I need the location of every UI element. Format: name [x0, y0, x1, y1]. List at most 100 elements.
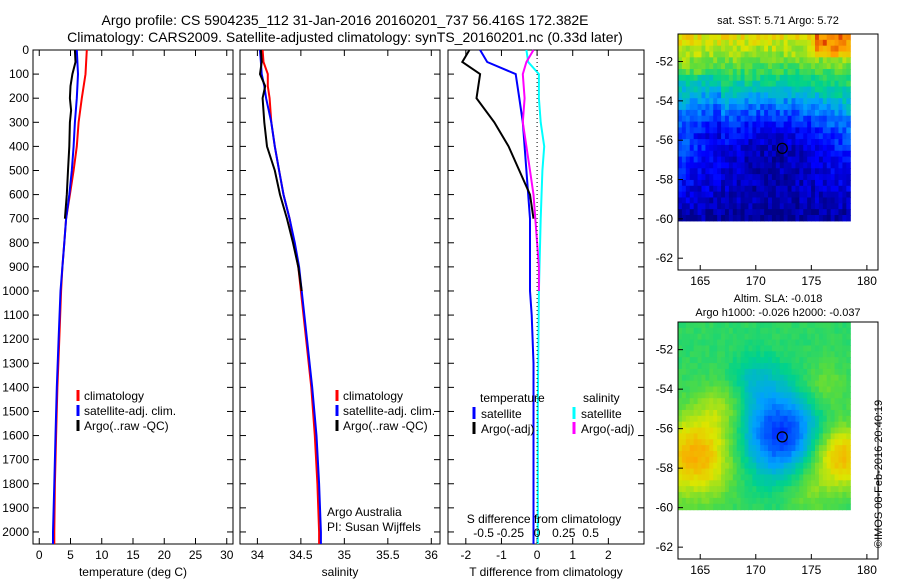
sst-heatmap-cell	[764, 139, 769, 146]
sst-heatmap-cell	[779, 191, 785, 199]
sla-heatmap-cell	[689, 427, 695, 434]
sst-heatmap-cell	[803, 156, 808, 164]
sst-heatmap-cell	[740, 179, 746, 187]
sla-heatmap-cell	[787, 363, 793, 370]
sla-lat-tick-label: -52	[656, 343, 674, 357]
sla-heatmap-cell	[791, 327, 797, 335]
sla-heatmap-cell	[744, 486, 750, 493]
sla-heatmap-cell	[842, 357, 847, 364]
sst-heatmap-cell	[846, 127, 851, 134]
sla-heatmap-cell	[756, 503, 761, 511]
sst-heatmap-cell	[834, 133, 840, 140]
sst-heatmap-cell	[842, 39, 847, 47]
sla-heatmap-cell	[748, 439, 753, 446]
sla-heatmap-cell	[732, 327, 738, 335]
sst-heatmap-cell	[764, 57, 769, 64]
sla-heatmap-cell	[689, 368, 695, 376]
sst-heatmap-cell	[846, 156, 851, 164]
sla-heatmap-cell	[689, 398, 695, 405]
sla-heatmap-cell	[721, 322, 726, 329]
sst-heatmap-cell	[752, 115, 757, 123]
sst-heatmap-cell	[709, 156, 714, 164]
sla-heatmap-cell	[756, 380, 761, 388]
sst-heatmap-cell	[842, 168, 847, 175]
sla-heatmap-cell	[721, 415, 726, 423]
sst-heatmap-cell	[818, 203, 824, 210]
sla-heatmap-cell	[842, 327, 847, 335]
sla-heatmap-cell	[697, 386, 703, 393]
sla-heatmap-cell	[775, 439, 781, 446]
sla-heatmap-cell	[752, 462, 757, 470]
sst-heatmap-cell	[724, 45, 730, 53]
sla-heatmap-cell	[764, 404, 769, 411]
sst-heatmap-cell	[826, 69, 832, 76]
sla-heatmap-cell	[693, 333, 699, 341]
sst-heatmap-cell	[728, 191, 734, 199]
sla-heatmap-cell	[760, 368, 765, 376]
sla-heatmap-cell	[822, 474, 828, 481]
sst-heatmap-cell	[783, 92, 789, 99]
sst-heatmap-cell	[814, 86, 820, 93]
sst-heatmap-cell	[814, 109, 820, 117]
sst-heatmap-cell	[717, 121, 722, 129]
sla-heatmap-cell	[732, 474, 738, 481]
sst-heatmap-cell	[818, 139, 824, 146]
sst-heatmap-cell	[709, 185, 714, 193]
sst-heatmap-cell	[744, 39, 750, 47]
sla-heatmap-cell	[689, 345, 695, 352]
sla-heatmap-cell	[803, 368, 808, 376]
sla-heatmap-cell	[689, 439, 695, 446]
sla-heatmap-cell	[685, 503, 691, 511]
sst-heatmap-cell	[724, 156, 730, 164]
sst-heatmap-cell	[846, 57, 851, 64]
sst-heatmap-cell	[756, 144, 761, 152]
sla-heatmap-cell	[842, 445, 847, 452]
sla-heatmap-cell	[771, 456, 777, 464]
sst-heatmap-cell	[779, 168, 785, 175]
sla-heatmap-cell	[775, 333, 781, 341]
sst-heatmap-cell	[775, 39, 781, 47]
sla-heatmap-cell	[717, 456, 722, 464]
sla-heatmap-cell	[834, 404, 840, 411]
sst-heatmap-cell	[721, 104, 726, 111]
sla-heatmap-cell	[787, 492, 793, 499]
sst-heatmap-cell	[771, 203, 777, 210]
sla-heatmap-cell	[760, 486, 765, 493]
sst-heatmap-cell	[701, 34, 706, 41]
sst-heatmap-cell	[826, 144, 832, 152]
sla-heatmap-cell	[787, 398, 793, 405]
sst-heatmap-cell	[779, 98, 785, 105]
sla-heatmap-cell	[799, 474, 804, 481]
sla-heatmap-cell	[811, 380, 816, 388]
sst-heatmap-cell	[799, 156, 804, 164]
depth-tick-label: 500	[9, 163, 29, 177]
sla-heatmap-cell	[689, 474, 695, 481]
sst-heatmap-cell	[697, 179, 703, 187]
sla-heatmap-cell	[689, 462, 695, 470]
sla-heatmap-cell	[834, 333, 840, 341]
sst-heatmap-cell	[846, 174, 851, 181]
sla-heatmap-cell	[846, 339, 851, 347]
sst-heatmap-cell	[721, 98, 726, 105]
sst-heatmap-cell	[838, 191, 843, 199]
sla-heatmap-cell	[705, 503, 710, 511]
sla-heatmap-cell	[811, 445, 816, 452]
sst-heatmap-cell	[842, 115, 847, 123]
sst-heatmap-cell	[771, 168, 777, 175]
sst-heatmap-cell	[748, 214, 753, 222]
salinity-annotation-line1: Argo Australia	[327, 505, 402, 519]
sla-heatmap-cell	[740, 450, 746, 458]
sst-heatmap-cell	[744, 98, 750, 105]
sst-heatmap-cell	[787, 57, 793, 64]
sst-heatmap-cell	[764, 150, 769, 158]
sst-heatmap-cell	[756, 203, 761, 210]
sst-heatmap-cell	[752, 109, 757, 117]
sst-heatmap-cell	[705, 168, 710, 175]
sla-heatmap-cell	[740, 468, 746, 476]
sla-heatmap-cell	[728, 445, 734, 452]
sst-heatmap-cell	[771, 51, 777, 58]
sst-heatmap-cell	[736, 57, 742, 64]
sst-heatmap-cell	[752, 133, 757, 140]
sla-heatmap-cell	[818, 368, 824, 376]
sst-heatmap-cell	[713, 34, 718, 41]
